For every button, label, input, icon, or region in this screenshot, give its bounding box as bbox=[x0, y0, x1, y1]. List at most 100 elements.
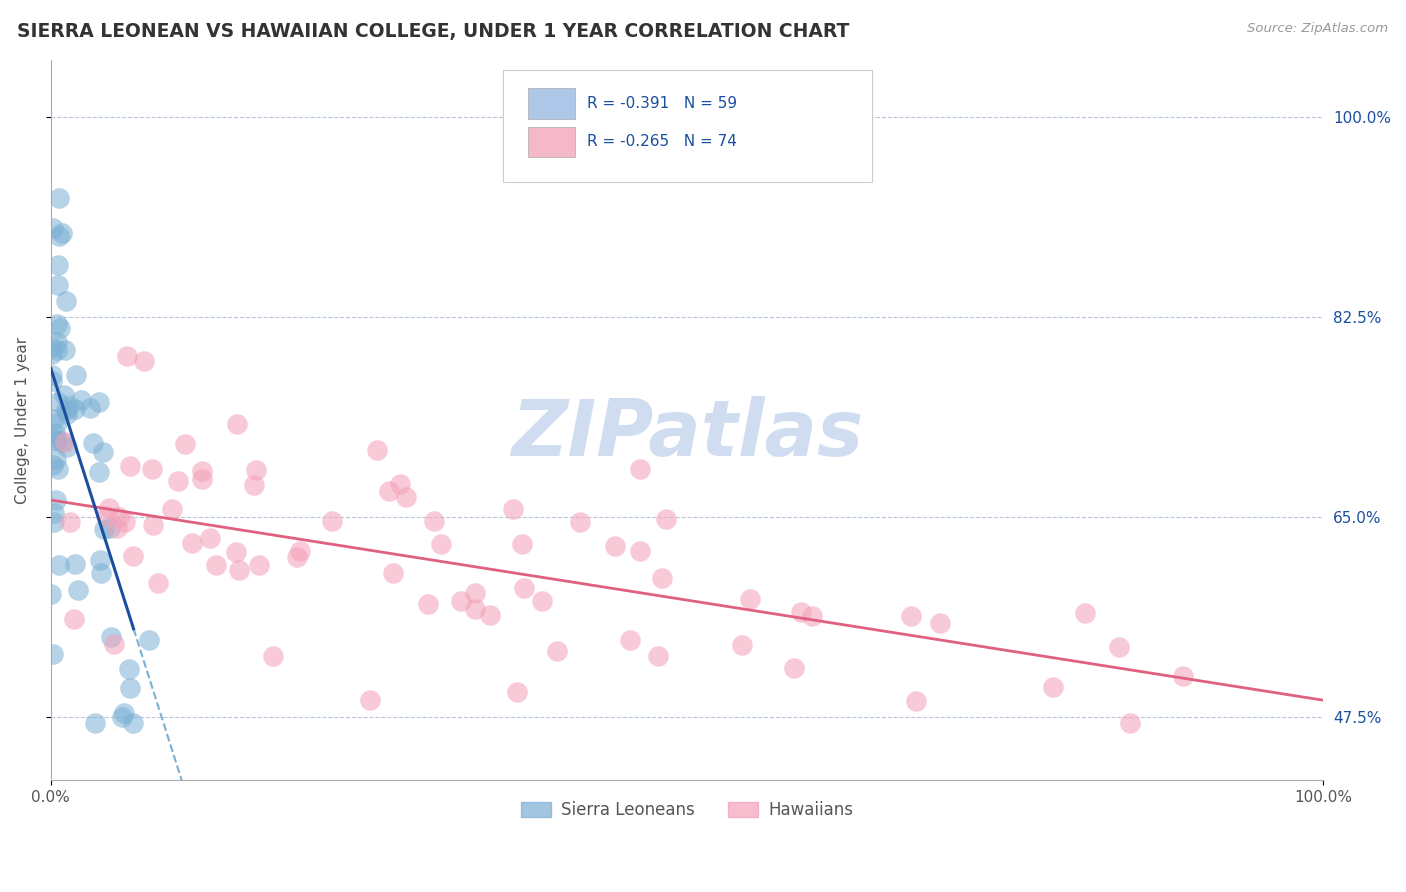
Point bbox=[200, 531, 222, 545]
Point bbox=[655, 512, 678, 526]
Point bbox=[530, 593, 553, 607]
Point bbox=[479, 607, 502, 622]
FancyBboxPatch shape bbox=[502, 70, 872, 182]
Point bbox=[56, 440, 79, 454]
Point bbox=[53, 343, 76, 358]
Point bbox=[228, 563, 250, 577]
Point bbox=[285, 550, 308, 565]
Point bbox=[94, 508, 117, 523]
Point bbox=[48, 229, 70, 244]
Point bbox=[121, 716, 143, 731]
Point bbox=[738, 591, 761, 606]
Point bbox=[628, 462, 651, 476]
Point bbox=[103, 637, 125, 651]
FancyBboxPatch shape bbox=[529, 127, 575, 157]
Point bbox=[378, 484, 401, 499]
Point bbox=[45, 416, 67, 430]
Point bbox=[48, 558, 70, 572]
Text: Source: ZipAtlas.com: Source: ZipAtlas.com bbox=[1247, 22, 1388, 36]
Legend: Sierra Leoneans, Hawaiians: Sierra Leoneans, Hawaiians bbox=[515, 795, 859, 826]
Point bbox=[83, 716, 105, 731]
Point bbox=[45, 452, 67, 467]
Point bbox=[247, 558, 270, 573]
Point bbox=[1108, 640, 1130, 655]
Point bbox=[59, 515, 82, 529]
Point bbox=[41, 374, 63, 388]
Point bbox=[46, 335, 69, 350]
Point bbox=[58, 399, 80, 413]
Point bbox=[100, 520, 122, 534]
Point bbox=[141, 462, 163, 476]
Point bbox=[120, 681, 142, 695]
Point bbox=[42, 647, 65, 661]
Point bbox=[63, 612, 86, 626]
Point bbox=[205, 558, 228, 572]
Point bbox=[44, 433, 66, 447]
Point bbox=[46, 317, 69, 331]
Point bbox=[142, 518, 165, 533]
Point bbox=[41, 347, 63, 361]
Point bbox=[52, 388, 75, 402]
Point bbox=[900, 608, 922, 623]
Point bbox=[423, 514, 446, 528]
Point bbox=[134, 354, 156, 368]
Point bbox=[117, 349, 139, 363]
Point bbox=[93, 522, 115, 536]
Point bbox=[138, 632, 160, 647]
Point bbox=[46, 343, 69, 357]
Point bbox=[366, 443, 388, 458]
Point bbox=[510, 537, 533, 551]
Point bbox=[49, 321, 72, 335]
Point bbox=[55, 293, 77, 308]
Point bbox=[389, 476, 412, 491]
Point bbox=[502, 501, 524, 516]
Point bbox=[46, 395, 69, 409]
Point bbox=[506, 684, 529, 698]
Point bbox=[928, 615, 950, 630]
Point bbox=[905, 694, 928, 708]
Point bbox=[801, 608, 824, 623]
Point bbox=[89, 395, 111, 409]
Point bbox=[46, 258, 69, 272]
Point bbox=[46, 434, 69, 448]
Point bbox=[546, 644, 568, 658]
Point bbox=[359, 692, 381, 706]
Point bbox=[114, 515, 136, 529]
Point bbox=[146, 576, 169, 591]
Point bbox=[191, 472, 214, 486]
Point bbox=[65, 368, 87, 382]
Point bbox=[51, 226, 73, 240]
Point bbox=[1042, 680, 1064, 694]
Point bbox=[89, 465, 111, 479]
Point bbox=[651, 571, 673, 585]
Point bbox=[243, 478, 266, 492]
Point bbox=[568, 515, 591, 529]
Point bbox=[41, 368, 63, 383]
Point bbox=[82, 436, 104, 450]
Point bbox=[67, 583, 90, 598]
Point bbox=[112, 706, 135, 720]
Point bbox=[111, 710, 134, 724]
Text: SIERRA LEONEAN VS HAWAIIAN COLLEGE, UNDER 1 YEAR CORRELATION CHART: SIERRA LEONEAN VS HAWAIIAN COLLEGE, UNDE… bbox=[17, 22, 849, 41]
Point bbox=[41, 587, 63, 601]
Point bbox=[55, 407, 77, 421]
Point bbox=[79, 401, 101, 415]
Point bbox=[450, 594, 472, 608]
Point bbox=[44, 425, 66, 440]
Point bbox=[190, 464, 212, 478]
Point bbox=[44, 506, 66, 520]
Point bbox=[65, 401, 87, 416]
Point bbox=[51, 435, 73, 450]
Point bbox=[118, 458, 141, 473]
Point bbox=[90, 566, 112, 580]
Text: R = -0.265   N = 74: R = -0.265 N = 74 bbox=[586, 135, 737, 149]
Point bbox=[91, 444, 114, 458]
Point bbox=[1171, 669, 1194, 683]
Point bbox=[395, 490, 418, 504]
Point bbox=[42, 458, 65, 472]
Y-axis label: College, Under 1 year: College, Under 1 year bbox=[15, 336, 30, 503]
Point bbox=[513, 581, 536, 595]
FancyBboxPatch shape bbox=[529, 88, 575, 119]
Point bbox=[464, 586, 486, 600]
Point bbox=[100, 630, 122, 644]
